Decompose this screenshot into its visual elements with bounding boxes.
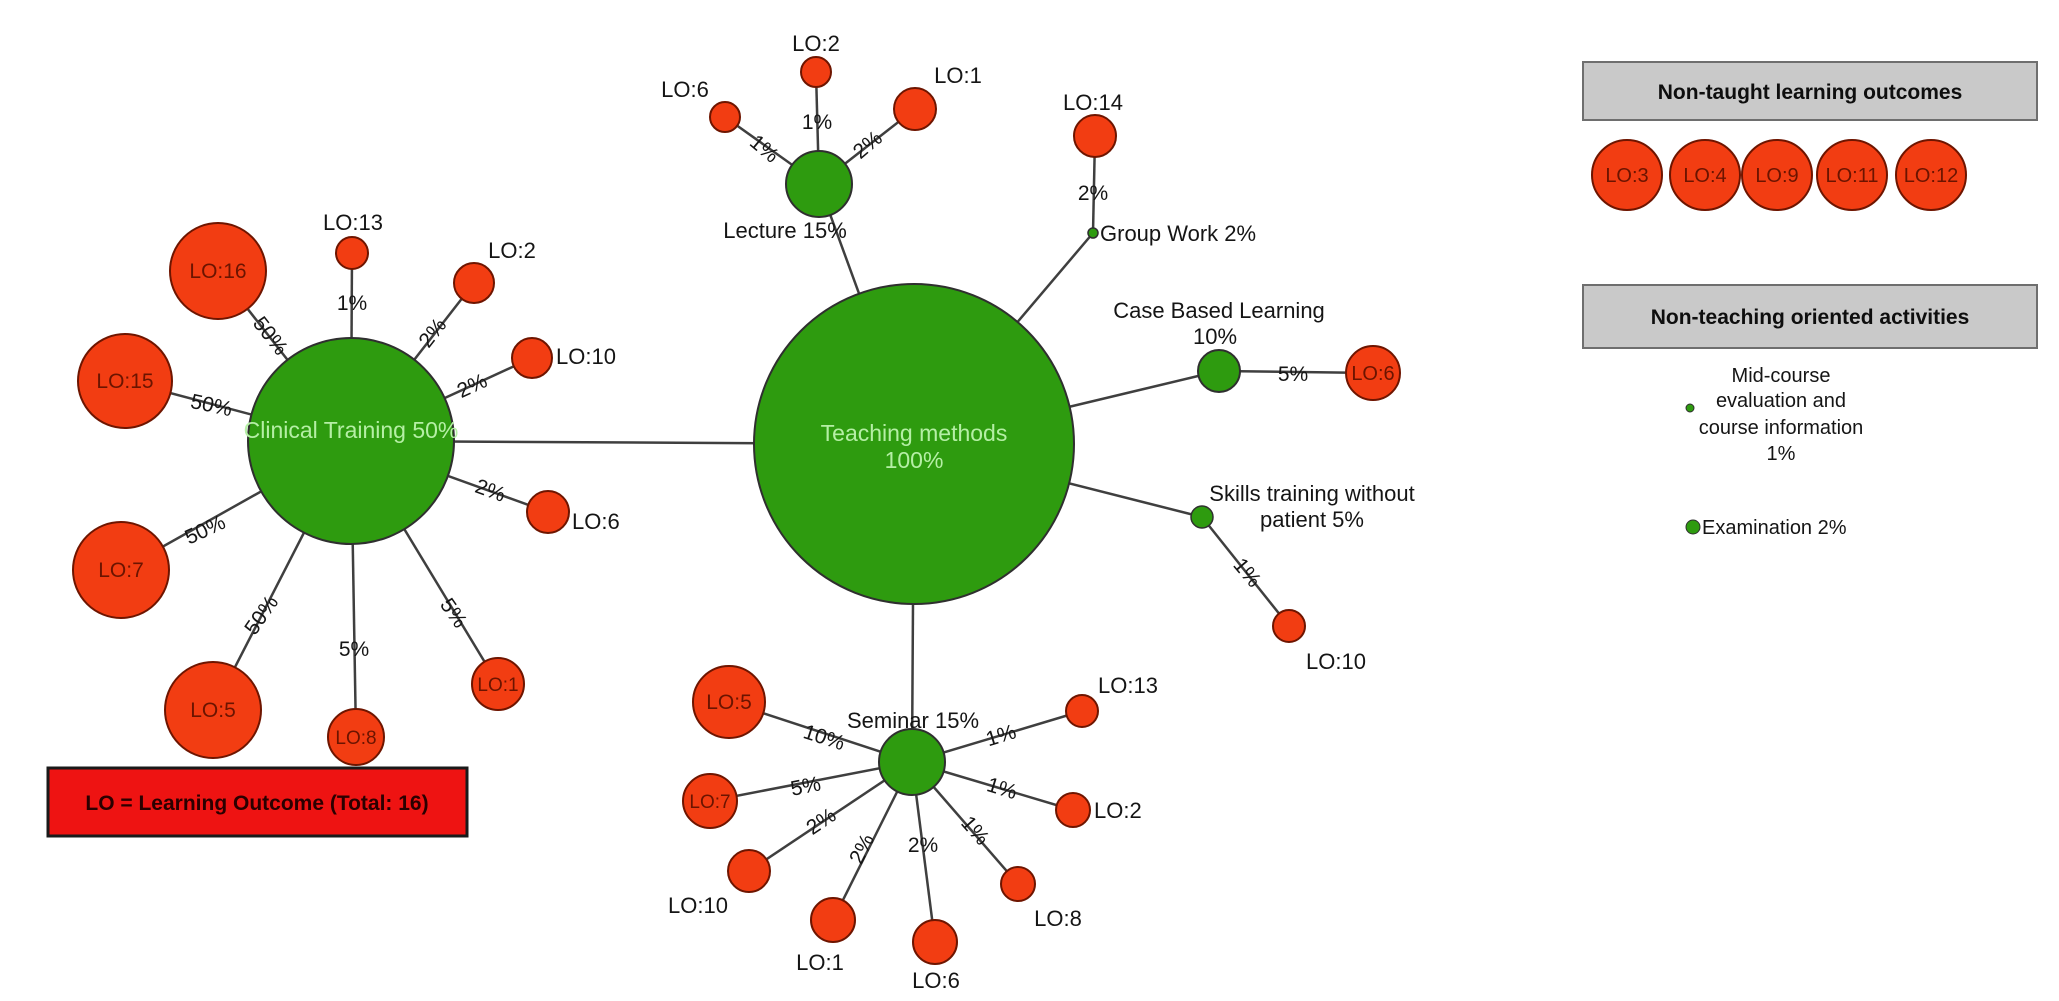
node-m2 [1055,792,1091,828]
node-label-c15: LO:15 [96,370,153,393]
node-label-c13: LO:13 [323,210,383,235]
node-label-c10: LO:10 [556,344,616,369]
activity-label-0-2: course information [1699,417,1864,439]
node-teaching [753,283,1075,605]
panel-box-0 [1582,61,2038,121]
node-c6 [526,490,570,534]
node-label-c8: LO:8 [335,728,376,749]
activity-label-0-0: Mid-course [1732,365,1831,387]
node-label-m6: LO:6 [912,968,960,993]
node-label-m1: LO:1 [796,950,844,975]
node-lecture [785,150,853,218]
non-taught-lo-circle-0 [1591,139,1663,211]
non-taught-lo-circle-2 [1741,139,1813,211]
edge-label-lecture-l2: 1% [802,111,832,134]
panel-title-0: Non-taught learning outcomes [1658,81,1963,104]
node-label-m2: LO:2 [1094,798,1142,823]
node-label-skills-1: patient 5% [1260,507,1364,532]
node-c10 [511,337,553,379]
activity-dot-0 [1685,403,1695,413]
edge-label-clinical-c8: 5% [339,638,369,661]
node-label-b6: LO:6 [1351,363,1394,385]
non-taught-lo-circle-3 [1816,139,1888,211]
node-label-c16: LO:16 [189,260,246,283]
activity-label-0-1: evaluation and [1716,390,1846,412]
activity-label-0-3: 1% [1767,443,1796,465]
node-c13 [335,236,369,270]
node-groupwork [1087,227,1099,239]
activity-dot-1 [1685,519,1701,535]
node-label-m8: LO:8 [1034,906,1082,931]
node-label-l1: LO:1 [934,63,982,88]
non-taught-lo-label-2: LO:9 [1755,165,1798,187]
node-label-teaching-1: 100% [885,447,944,473]
panel-box-1 [1582,284,2038,349]
node-label-c1: LO:1 [477,675,518,696]
node-label-groupwork: Group Work 2% [1100,221,1256,246]
node-c16 [169,222,267,320]
edge-label-cbl-b6: 5% [1278,363,1308,386]
node-label-skills-0: Skills training without [1209,481,1414,506]
activity-label-1-0: Examination 2% [1702,517,1847,539]
node-m7 [682,773,738,829]
node-label-lecture: Lecture 15% [723,218,847,243]
node-b6 [1345,345,1401,401]
node-c1 [471,657,525,711]
node-m13 [1065,694,1099,728]
node-c5 [164,661,262,759]
node-m8 [1000,866,1036,902]
node-m6 [912,919,958,965]
edge-label-l14-groupwork: 2% [1078,182,1108,205]
node-clinical [247,337,455,545]
node-m10 [727,849,771,893]
node-label-s10: LO:10 [1306,649,1366,674]
node-c2 [453,262,495,304]
non-taught-lo-label-0: LO:3 [1605,165,1648,187]
node-label-l6: LO:6 [661,77,709,102]
non-taught-lo-circle-1 [1669,139,1741,211]
node-label-l2: LO:2 [792,31,840,56]
node-c7 [72,521,170,619]
edge-label-seminar-m6: 2% [908,834,938,857]
edge-label-seminar-m7: 5% [789,772,823,800]
node-label-c7: LO:7 [98,559,144,582]
non-taught-lo-circle-4 [1895,139,1967,211]
non-taught-lo-label-1: LO:4 [1683,165,1726,187]
node-label-m7: LO:7 [689,792,730,813]
edge-seminar-m7 [709,760,913,803]
node-label-cbl-0: Case Based Learning [1113,298,1325,323]
legend-box [46,766,469,838]
node-cbl [1197,349,1241,393]
legend-label: LO = Learning Outcome (Total: 16) [85,792,428,815]
node-seminar [878,728,946,796]
node-c8 [327,708,385,766]
node-label-c5: LO:5 [190,699,236,722]
node-l2 [800,56,832,88]
node-label-c2: LO:2 [488,238,536,263]
panel-title-1: Non-teaching oriented activities [1651,306,1970,329]
node-label-seminar: Seminar 15% [847,708,979,733]
node-skills [1190,505,1214,529]
non-taught-lo-label-4: LO:12 [1904,165,1958,187]
node-label-cbl-1: 10% [1193,324,1237,349]
node-label-m10: LO:10 [668,893,728,918]
node-l14 [1073,114,1117,158]
node-s10 [1272,609,1306,643]
node-m1 [810,897,856,943]
node-label-m5: LO:5 [706,691,752,714]
node-label-c6: LO:6 [572,509,620,534]
node-label-clinical: Clinical Training 50% [244,417,459,443]
node-m5 [692,665,766,739]
node-l6 [709,101,741,133]
node-label-m13: LO:13 [1098,673,1158,698]
edge-skills-s10 [1201,516,1290,627]
node-l1 [893,87,937,131]
node-label-l14: LO:14 [1063,90,1123,115]
node-label-teaching-0: Teaching methods [821,420,1008,446]
node-c15 [77,333,173,429]
edge-label-clinical-c13: 1% [337,292,367,315]
non-taught-lo-label-3: LO:11 [1826,165,1879,187]
